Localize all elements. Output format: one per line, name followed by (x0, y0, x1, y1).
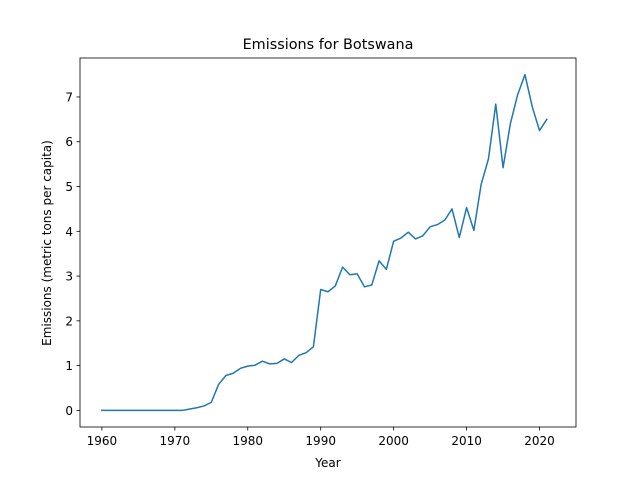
y-tick-label: 5 (65, 180, 73, 194)
x-axis-label: Year (314, 456, 340, 470)
x-tick-label: 1960 (87, 434, 118, 448)
y-tick-label: 6 (65, 135, 73, 149)
x-tick-label: 1990 (305, 434, 336, 448)
y-tick-label: 7 (65, 90, 73, 104)
x-tick-label: 2010 (451, 434, 482, 448)
y-tick-label: 3 (65, 270, 73, 284)
x-tick-label: 2000 (378, 434, 409, 448)
x-tick-label: 2020 (524, 434, 555, 448)
y-tick-label: 0 (65, 404, 73, 418)
plot-area: 1960 1970 1980 1990 2000 2010 2020 0 1 2 3 4 5 6 7 (65, 57, 577, 448)
chart-title: Emissions for Botswana (243, 37, 414, 53)
y-tick-label: 2 (65, 314, 73, 328)
y-axis-label: Emissions (metric tons per capita) (40, 140, 54, 346)
axes-frame (79, 57, 577, 428)
x-tick-label: 1970 (160, 434, 191, 448)
x-tick-label: 1980 (232, 434, 263, 448)
series-line (101, 73, 548, 412)
y-tick-label: 4 (65, 225, 73, 239)
y-tick-label: 1 (65, 359, 73, 373)
